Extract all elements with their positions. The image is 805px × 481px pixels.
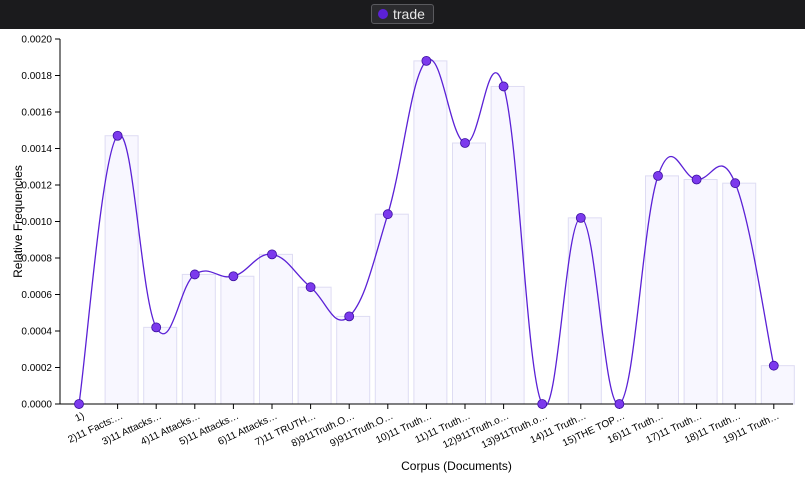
y-tick-label: 0.0020 [21, 35, 52, 46]
y-tick-label: 0.0004 [21, 327, 52, 338]
y-tick-label: 0.0002 [21, 363, 52, 374]
x-tick-label: 1) [74, 411, 87, 425]
bar-12 [490, 85, 525, 405]
bar-3 [143, 326, 178, 405]
y-tick-label: 0.0006 [21, 290, 52, 301]
bar-17 [683, 179, 718, 405]
bar-4 [181, 273, 216, 405]
y-tick-label: 0.0010 [21, 217, 52, 228]
legend-item-trade[interactable]: trade [371, 4, 434, 24]
y-tick-label: 0.0012 [21, 181, 52, 192]
y-axis-title: Relative Frequencies [11, 165, 25, 278]
bar-9 [374, 213, 409, 405]
data-point-18[interactable] [730, 178, 741, 189]
data-point-7[interactable] [305, 282, 316, 293]
bar-8 [336, 315, 371, 405]
bar-19 [760, 365, 795, 405]
points-layer [74, 55, 779, 409]
bar-16 [645, 175, 679, 405]
data-point-8[interactable] [344, 311, 355, 322]
data-point-16[interactable] [653, 170, 663, 181]
data-point-19[interactable] [768, 360, 779, 371]
y-tick-label: 0.0000 [21, 400, 52, 411]
legend-swatch [378, 9, 388, 19]
y-tick-label: 0.0008 [21, 254, 52, 265]
bar-10 [413, 60, 448, 405]
data-point-5[interactable] [228, 271, 239, 282]
data-point-6[interactable] [267, 249, 277, 260]
y-tick-label: 0.0018 [21, 71, 52, 82]
relative-frequency-chart: 0.0000 0.0002 0.0004 0.0006 0.0008 0.0010 0.00… [11, 35, 795, 473]
y-tick-label: 0.0016 [21, 108, 52, 119]
data-point-15[interactable] [614, 399, 625, 409]
data-point-17[interactable] [691, 174, 702, 185]
data-point-1[interactable] [74, 399, 84, 409]
data-point-9[interactable] [382, 209, 393, 220]
x-axis-title: Corpus (Documents) [401, 459, 512, 473]
bar-2 [104, 135, 139, 405]
data-point-14[interactable] [575, 212, 586, 223]
data-point-12[interactable] [498, 81, 509, 92]
data-point-11[interactable] [460, 138, 470, 148]
bar-7 [297, 286, 332, 405]
top-bar: trade [0, 0, 805, 29]
bar-11 [452, 142, 486, 405]
bars-layer [104, 60, 795, 405]
y-axis: 0.0000 0.0002 0.0004 0.0006 0.0008 0.0010 0.00… [21, 35, 61, 411]
data-point-3[interactable] [151, 322, 162, 333]
y-tick-label: 0.0014 [21, 144, 52, 155]
x-axis: 1)2)11 Facts:…3)11 Attacks…4)11 Attacks…… [60, 403, 793, 451]
data-point-13[interactable] [537, 399, 548, 409]
data-point-2[interactable] [112, 130, 123, 141]
bar-18 [722, 182, 757, 405]
data-point-10[interactable] [421, 55, 432, 66]
data-point-4[interactable] [189, 269, 200, 280]
legend-label: trade [393, 6, 425, 22]
bar-14 [567, 217, 602, 405]
bar-5 [220, 275, 255, 405]
bar-6 [259, 253, 293, 405]
